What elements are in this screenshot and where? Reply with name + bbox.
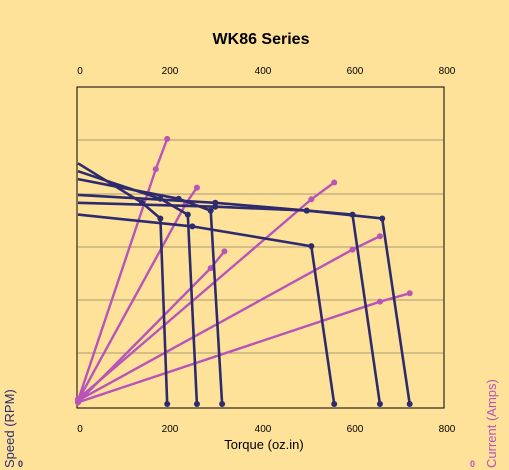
speed-point-6-4	[331, 401, 338, 407]
y-left-tick-label: 0	[18, 459, 23, 469]
current-point-6-2	[376, 298, 383, 305]
speed-point-5-5	[406, 401, 413, 407]
top-tick-label-400: 400	[255, 66, 272, 77]
plot-area	[76, 86, 445, 409]
speed-point-1-4	[164, 401, 171, 407]
speed-curve-3	[77, 177, 224, 405]
current-point-6-3	[406, 290, 413, 297]
series-layer	[75, 135, 413, 407]
top-tick-label-200: 200	[162, 66, 179, 77]
speed-curve-6	[77, 213, 336, 405]
top-tick-label-800: 800	[439, 66, 456, 77]
top-tick-label-600: 600	[347, 66, 364, 77]
speed-point-2-4	[193, 401, 200, 407]
speed-point-6-2	[189, 223, 196, 230]
top-tick-label-0: 0	[77, 66, 83, 77]
speed-point-5-2	[212, 203, 219, 210]
current-point-3-2	[207, 265, 214, 272]
current-point-1-3	[164, 135, 171, 142]
bottom-tick-label-400: 400	[255, 424, 272, 435]
speed-point-3-3	[207, 207, 214, 214]
bottom-tick-label-800: 800	[439, 424, 456, 435]
y-right-tick-label: 0	[470, 459, 475, 469]
y-axis-left-label: Speed (RPM)	[2, 389, 17, 468]
speed-point-1-3	[157, 215, 164, 222]
speed-point-2-3	[184, 211, 191, 218]
top-tick-labels: 0 200 400 600 800	[77, 66, 456, 77]
speed-point-3-4	[219, 401, 226, 407]
current-point-5-2	[349, 246, 356, 253]
bottom-tick-label-200: 200	[162, 424, 179, 435]
bottom-tick-label-600: 600	[347, 424, 364, 435]
speed-point-4-5	[376, 401, 383, 407]
y-axis-right-label: Current (Amps)	[484, 379, 499, 468]
current-point-4-3	[331, 179, 338, 186]
chart-title: WK86 Series	[213, 31, 310, 48]
x-axis-label: Torque (oz.in)	[224, 437, 303, 452]
speed-point-6-3	[308, 243, 315, 250]
speed-point-5-3	[303, 207, 310, 214]
bottom-tick-label-0: 0	[77, 424, 83, 435]
current-point-1-2	[152, 166, 159, 173]
current-point-5-3	[376, 233, 383, 240]
current-point-4-2	[308, 196, 315, 203]
bottom-tick-labels: 0 200 400 600 800	[77, 424, 456, 435]
current-point-3-3	[221, 248, 228, 255]
current-point-2-3	[193, 184, 200, 191]
current-point-6-1	[75, 399, 81, 406]
speed-point-5-4	[379, 215, 386, 222]
